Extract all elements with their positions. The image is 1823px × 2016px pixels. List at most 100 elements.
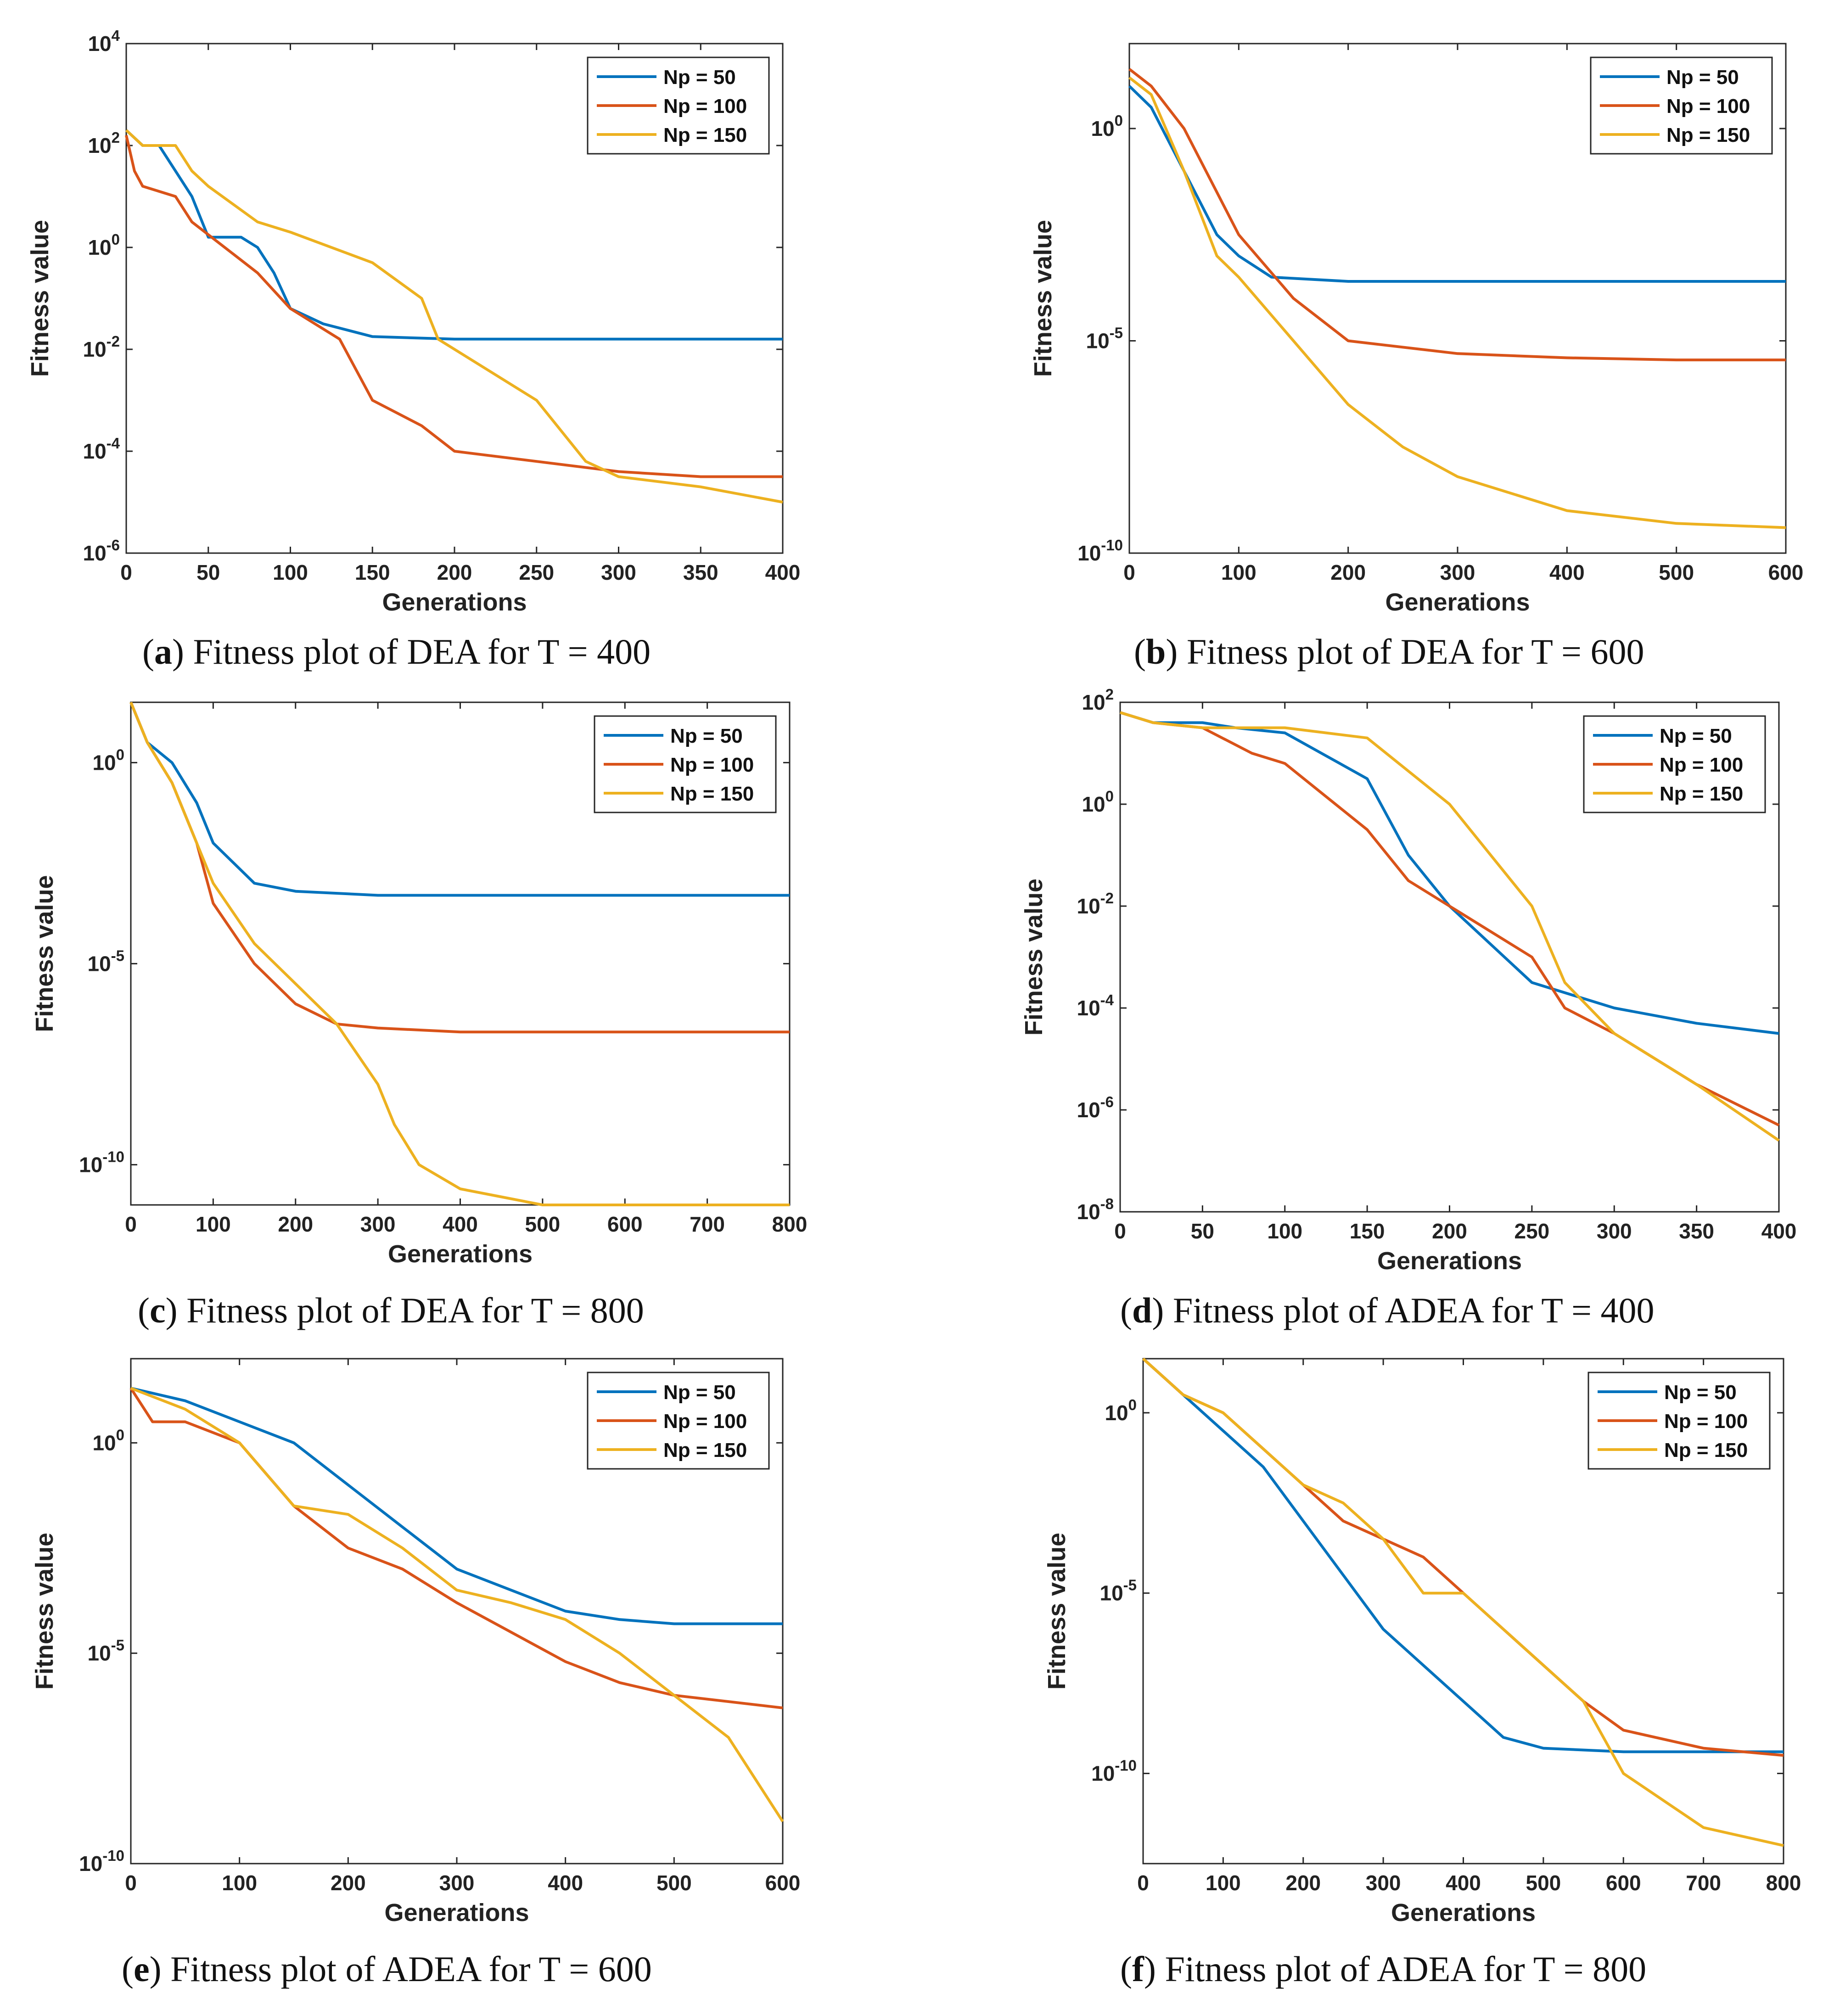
- y-tick-label: 102: [88, 129, 120, 157]
- legend-label: Np = 100: [663, 1410, 747, 1433]
- x-tick-label: 400: [765, 560, 801, 584]
- y-tick-label: 10-5: [87, 947, 124, 975]
- legend-label: Np = 100: [670, 754, 754, 776]
- series-line-np-50: [129, 701, 790, 897]
- y-axis-label: Fitness value: [1020, 879, 1048, 1036]
- series-line-np-150: [1142, 1357, 1784, 1847]
- chart-panel-d: 0 50 100 150 200 250 300 350 400 10-8 10-6 10-4 10-2…: [1020, 686, 1796, 1275]
- y-tick-label: 10-5: [1086, 325, 1123, 353]
- x-tick-label: 0: [125, 1871, 137, 1895]
- x-tick-label: 350: [1679, 1219, 1714, 1243]
- series-line-np-100: [125, 135, 783, 478]
- x-tick-label: 500: [525, 1212, 561, 1236]
- y-axis-label: Fitness value: [26, 220, 54, 377]
- x-tick-label: 200: [437, 560, 472, 584]
- caption-b: (b) Fitness plot of DEA for T = 600: [1134, 632, 1644, 672]
- x-tick-label: 200: [1330, 560, 1366, 584]
- legend-label: Np = 100: [663, 95, 747, 118]
- y-tick-label: 100: [92, 746, 124, 774]
- x-tick-label: 400: [1549, 560, 1585, 584]
- x-tick-label: 350: [683, 560, 718, 584]
- legend-label: Np = 50: [670, 725, 743, 747]
- x-axis-label: Generations: [388, 1240, 533, 1268]
- x-tick-label: 150: [355, 560, 390, 584]
- x-tick-label: 100: [273, 560, 308, 584]
- y-tick-label: 10-6: [83, 537, 120, 565]
- y-tick-label: 102: [1082, 686, 1114, 714]
- x-tick-label: 100: [1267, 1219, 1302, 1243]
- x-axis-label: Generations: [1391, 1899, 1536, 1926]
- x-tick-label: 0: [1114, 1219, 1126, 1243]
- x-tick-label: 800: [1766, 1871, 1801, 1895]
- x-tick-label: 400: [443, 1212, 478, 1236]
- x-tick-label: 500: [656, 1871, 692, 1895]
- x-tick-label: 600: [607, 1212, 643, 1236]
- y-tick-label: 10-10: [79, 1847, 124, 1876]
- x-axis-label: Generations: [1385, 588, 1530, 616]
- legend-label: Np = 100: [1660, 754, 1743, 776]
- caption-e: (e) Fitness plot of ADEA for T = 600: [122, 1949, 652, 1989]
- y-tick-label: 10-10: [79, 1148, 124, 1176]
- legend: Np = 50 Np = 100 Np = 150: [587, 1372, 770, 1470]
- y-tick-label: 100: [1105, 1396, 1137, 1425]
- x-tick-label: 400: [548, 1871, 583, 1895]
- x-tick-label: 300: [1597, 1219, 1632, 1243]
- x-axis-label: Generations: [384, 1899, 529, 1926]
- legend-label: Np = 50: [1664, 1381, 1737, 1404]
- x-tick-label: 400: [1761, 1219, 1797, 1243]
- y-tick-label: 100: [88, 231, 120, 259]
- legend-label: Np = 150: [1666, 124, 1750, 146]
- x-tick-label: 100: [222, 1871, 257, 1895]
- x-tick-label: 0: [125, 1212, 137, 1236]
- x-tick-label: 700: [690, 1212, 725, 1236]
- y-tick-label: 100: [92, 1426, 124, 1455]
- x-axis-label: Generations: [382, 588, 527, 616]
- y-axis-label: Fitness value: [1043, 1533, 1071, 1690]
- x-tick-label: 500: [1659, 560, 1694, 584]
- x-tick-label: 700: [1686, 1871, 1721, 1895]
- x-tick-label: 100: [196, 1212, 231, 1236]
- x-tick-label: 50: [196, 560, 220, 584]
- legend-label: Np = 150: [663, 1439, 747, 1462]
- x-tick-label: 0: [120, 560, 132, 584]
- y-tick-label: 10-8: [1077, 1195, 1114, 1224]
- caption-d: (d) Fitness plot of ADEA for T = 400: [1120, 1290, 1655, 1330]
- y-tick-label: 104: [88, 27, 120, 56]
- legend-label: Np = 150: [663, 124, 747, 146]
- x-tick-label: 600: [765, 1871, 801, 1895]
- series-line-np-150: [1128, 76, 1786, 529]
- caption-a: (a) Fitness plot of DEA for T = 400: [142, 632, 651, 672]
- legend-label: Np = 100: [1664, 1410, 1748, 1433]
- x-tick-label: 250: [519, 560, 554, 584]
- x-tick-label: 300: [360, 1212, 396, 1236]
- y-tick-label: 10-10: [1077, 537, 1123, 565]
- x-tick-label: 200: [1285, 1871, 1321, 1895]
- y-tick-label: 10-4: [1077, 991, 1114, 1020]
- series-line-np-50: [130, 1387, 783, 1625]
- legend: Np = 50 Np = 100 Np = 150: [594, 715, 777, 813]
- legend-label: Np = 50: [663, 1381, 736, 1404]
- x-tick-label: 100: [1221, 560, 1256, 584]
- x-tick-label: 600: [1606, 1871, 1641, 1895]
- legend-label: Np = 150: [1664, 1439, 1748, 1462]
- x-tick-label: 0: [1123, 560, 1135, 584]
- caption-c: (c) Fitness plot of DEA for T = 800: [138, 1290, 644, 1330]
- legend-label: Np = 50: [663, 66, 736, 89]
- legend-label: Np = 150: [670, 783, 754, 805]
- legend-label: Np = 50: [1660, 725, 1732, 747]
- chart-panel-e: 0 100 200 300 400 500 600 10-10 10-5 100 Generatio…: [31, 1358, 801, 1926]
- y-axis-label: Fitness value: [31, 875, 58, 1032]
- y-tick-label: 10-5: [1099, 1577, 1137, 1605]
- x-tick-label: 300: [1440, 560, 1475, 584]
- legend-label: Np = 150: [1660, 783, 1743, 805]
- y-axis-label: Fitness value: [1029, 220, 1057, 377]
- legend: Np = 50 Np = 100 Np = 150: [1590, 56, 1773, 155]
- y-tick-label: 10-4: [83, 435, 120, 463]
- x-axis-label: Generations: [1377, 1247, 1522, 1275]
- x-tick-label: 100: [1206, 1871, 1241, 1895]
- x-tick-label: 0: [1137, 1871, 1149, 1895]
- caption-f: (f) Fitness plot of ADEA for T = 800: [1120, 1949, 1647, 1989]
- series-line-np-50: [1128, 85, 1786, 283]
- series-line-np-150: [130, 1387, 784, 1822]
- chart-panel-a: 0 50 100 150 200 250 300 350 400 10-6 10-4 10-2 100 1…: [26, 27, 800, 616]
